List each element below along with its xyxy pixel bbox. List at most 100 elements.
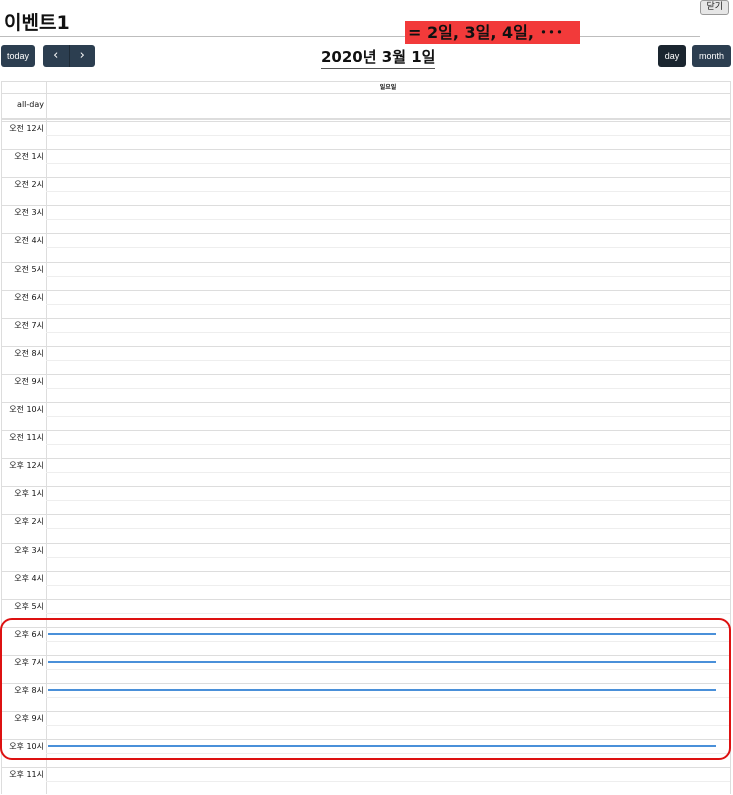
hour-slot-line — [2, 289, 730, 291]
hour-slot-line — [2, 261, 730, 263]
event-bar[interactable] — [48, 632, 716, 635]
hour-slot-line — [2, 458, 730, 460]
time-slot-cell[interactable] — [47, 262, 730, 290]
time-label: 오전 3시 — [14, 208, 44, 218]
time-label: 오전 6시 — [14, 292, 44, 302]
half-hour-line — [46, 500, 730, 502]
half-hour-line — [46, 668, 730, 670]
hour-slot-line — [2, 683, 730, 684]
time-slot-cell[interactable] — [47, 149, 730, 177]
half-hour-line — [46, 275, 730, 277]
hour-slot-line — [2, 486, 730, 488]
half-hour-line — [46, 697, 730, 698]
time-slot-cell[interactable] — [47, 233, 730, 261]
time-label: 오후 10시 — [9, 742, 44, 752]
time-slot-cell[interactable] — [47, 177, 730, 205]
annotation-banner: = 2일, 3일, 4일, ･･･ — [405, 21, 580, 44]
half-hour-line — [46, 247, 730, 249]
nav-button-group: ‹ › — [43, 45, 95, 67]
hour-slot-line — [2, 570, 730, 572]
allday-label: all-day — [17, 100, 44, 109]
hour-slot-line — [2, 205, 730, 207]
time-label: 오후 5시 — [14, 601, 44, 611]
title-divider — [0, 36, 700, 37]
time-label: 오후 4시 — [14, 573, 44, 583]
time-label: 오전 9시 — [14, 376, 44, 386]
half-hour-line — [46, 135, 730, 136]
half-hour-line — [46, 359, 730, 361]
time-slot-cell[interactable] — [47, 205, 730, 233]
highlight-box — [0, 618, 731, 760]
half-hour-line — [46, 444, 730, 446]
half-hour-line — [46, 303, 730, 305]
day-view-button[interactable]: day — [658, 45, 686, 67]
half-hour-line — [46, 556, 730, 558]
hour-slot-line — [2, 598, 730, 600]
chevron-right-icon: › — [79, 48, 85, 63]
time-slot-cell[interactable] — [47, 571, 730, 599]
time-label: 오후 12시 — [9, 461, 44, 471]
hour-slot-line — [2, 317, 730, 319]
time-slot-cell[interactable] — [47, 486, 730, 514]
hour-slot-line — [2, 177, 730, 179]
time-slot-cell[interactable] — [47, 767, 730, 795]
allday-divider — [2, 118, 730, 120]
chevron-left-icon: ‹ — [53, 48, 59, 63]
half-hour-line — [46, 219, 730, 221]
today-button[interactable]: today — [1, 45, 35, 67]
day-grid: 일요일 all-day 오전 12시 오전 1시 오전 2시 오전 3시 오전 4시 오전… — [1, 81, 731, 794]
calendar-date-title: 2020년 3월 1일 — [321, 46, 436, 69]
time-label: 오후 8시 — [14, 686, 44, 695]
hour-slot-line — [2, 767, 730, 769]
time-slot-cell[interactable] — [47, 290, 730, 318]
hour-slot-line — [2, 373, 730, 375]
time-label: 오전 8시 — [14, 348, 44, 358]
time-slot-cell[interactable] — [47, 374, 730, 402]
time-label: 오전 5시 — [14, 264, 44, 274]
half-hour-line — [46, 781, 730, 783]
time-label: 오전 7시 — [14, 320, 44, 330]
day-header-label: 일요일 — [379, 84, 397, 91]
event-bar[interactable] — [48, 660, 716, 663]
hour-slot-line — [2, 626, 730, 628]
time-label: 오후 1시 — [14, 489, 44, 499]
time-slot-cell[interactable] — [47, 346, 730, 374]
hour-slot-line — [2, 121, 730, 122]
half-hour-line — [46, 191, 730, 193]
hour-slot-line — [2, 402, 730, 403]
hour-slot-line — [2, 149, 730, 151]
time-label: 오후 11시 — [9, 770, 44, 780]
next-button[interactable]: › — [69, 45, 95, 67]
half-hour-line — [46, 725, 730, 727]
time-label: 오전 2시 — [14, 180, 44, 190]
half-hour-line — [46, 753, 730, 755]
event-bar[interactable] — [48, 689, 716, 691]
time-slot-cell[interactable] — [47, 543, 730, 571]
time-slot-cell[interactable] — [47, 430, 730, 458]
half-hour-line — [46, 528, 730, 530]
half-hour-line — [46, 472, 730, 474]
half-hour-line — [46, 387, 730, 389]
half-hour-line — [46, 416, 730, 417]
close-button[interactable]: 닫기 — [700, 0, 729, 15]
half-hour-line — [46, 584, 730, 586]
half-hour-line — [46, 163, 730, 165]
time-slot-cell[interactable] — [47, 318, 730, 346]
half-hour-line — [46, 640, 730, 642]
prev-button[interactable]: ‹ — [43, 45, 70, 67]
page-title: 이벤트1 — [4, 12, 70, 34]
time-slot-cell[interactable] — [47, 514, 730, 542]
hour-slot-line — [2, 542, 730, 544]
time-slot-cell[interactable] — [47, 402, 730, 430]
time-label: 오후 2시 — [14, 517, 44, 527]
month-view-button[interactable]: month — [692, 45, 731, 67]
time-slot-cell[interactable] — [47, 121, 730, 149]
hour-slot-line — [2, 233, 730, 235]
time-label: 오후 6시 — [14, 629, 44, 639]
time-label: 오전 12시 — [9, 124, 44, 133]
event-bar[interactable] — [48, 745, 716, 748]
time-label: 오전 11시 — [9, 433, 44, 443]
time-label: 오전 10시 — [9, 405, 44, 414]
time-label: 오후 7시 — [14, 657, 44, 667]
time-slot-cell[interactable] — [47, 458, 730, 486]
